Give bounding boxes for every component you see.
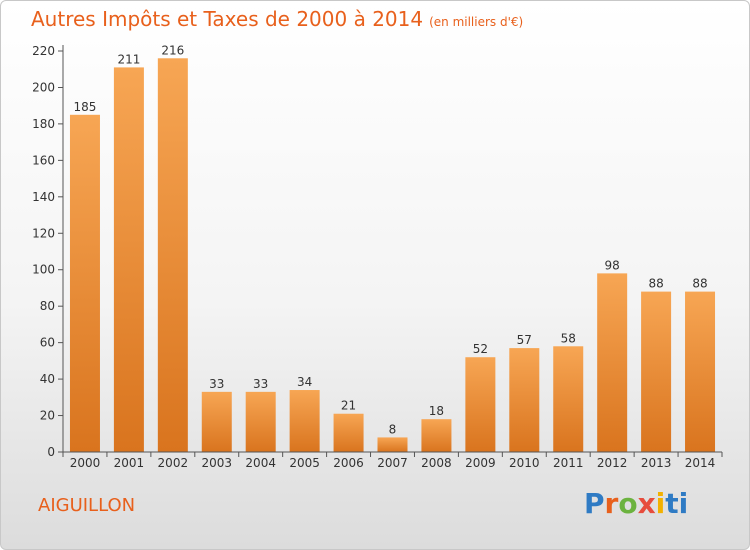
y-tick-label: 220 — [32, 44, 55, 58]
x-tick-label: 2005 — [289, 456, 320, 470]
x-tick-label: 2009 — [465, 456, 496, 470]
bar — [245, 391, 276, 452]
y-tick-label: 40 — [40, 372, 55, 386]
x-tick-label: 2010 — [509, 456, 540, 470]
x-tick-label: 2013 — [641, 456, 672, 470]
proxiti-logo: Proxiti — [584, 487, 688, 520]
data-label: 57 — [517, 333, 532, 347]
bar — [377, 437, 408, 452]
x-tick-label: 2002 — [158, 456, 189, 470]
bars: 185 211 216 33 33 34 21 8 18 52 57 58 98 88 88 — [69, 43, 716, 453]
x-tick-label: 2008 — [421, 456, 452, 470]
data-label: 52 — [473, 342, 488, 356]
y-tick-label: 180 — [32, 117, 55, 131]
data-label: 88 — [692, 277, 707, 291]
y-axis: 0 20 40 60 80 100 120 140 160 180 200 220 — [32, 44, 64, 459]
data-label: 98 — [605, 258, 620, 272]
x-tick-label: 2001 — [114, 456, 145, 470]
x-tick-label: 2014 — [685, 456, 716, 470]
logo-letter: x — [637, 487, 656, 520]
town-name: AIGUILLON — [38, 495, 136, 516]
y-tick-label: 60 — [40, 336, 55, 350]
x-tick-label: 2012 — [597, 456, 628, 470]
bar — [465, 357, 496, 452]
bar — [641, 291, 672, 452]
bar — [597, 273, 628, 452]
logo-letter: ti — [665, 487, 689, 520]
data-label: 88 — [648, 277, 663, 291]
chart-subtitle: (en milliers d'€) — [429, 15, 524, 29]
x-tick-label: 2011 — [553, 456, 584, 470]
y-tick-label: 160 — [32, 153, 55, 167]
y-tick-label: 80 — [40, 299, 55, 313]
logo-letter: r — [604, 487, 619, 520]
bar — [113, 67, 144, 453]
logo-letter: o — [618, 487, 638, 520]
data-label: 216 — [161, 43, 184, 57]
data-label: 21 — [341, 399, 356, 413]
bar — [509, 348, 540, 452]
bar — [685, 291, 716, 452]
logo-letter: P — [584, 487, 605, 520]
bar — [201, 391, 232, 452]
y-tick-label: 120 — [32, 226, 55, 240]
data-label: 211 — [117, 52, 140, 66]
data-label: 185 — [74, 100, 97, 114]
x-tick-label: 2006 — [333, 456, 364, 470]
x-tick-label: 2004 — [245, 456, 276, 470]
y-tick-label: 140 — [32, 190, 55, 204]
y-tick-label: 200 — [32, 80, 55, 94]
logo-letter: i — [655, 487, 666, 520]
data-label: 8 — [389, 422, 397, 436]
bar — [553, 346, 584, 452]
bar — [157, 58, 188, 453]
bar — [289, 390, 320, 452]
x-tick-label: 2007 — [377, 456, 408, 470]
chart-title: Autres Impôts et Taxes de 2000 à 2014 (en… — [31, 7, 523, 31]
x-tick-label: 2003 — [201, 456, 232, 470]
x-tick-label: 2000 — [70, 456, 101, 470]
data-label: 33 — [209, 377, 224, 391]
bar — [69, 114, 100, 452]
data-label: 58 — [561, 331, 576, 345]
chart-title-text: Autres Impôts et Taxes de 2000 à 2014 — [31, 7, 424, 31]
y-tick-label: 20 — [40, 409, 55, 423]
y-tick-label: 0 — [47, 445, 55, 459]
data-label: 18 — [429, 404, 444, 418]
y-tick-label: 100 — [32, 263, 55, 277]
data-label: 34 — [297, 375, 312, 389]
bar — [421, 419, 452, 452]
bar — [333, 413, 364, 452]
x-axis: 2000 2001 2002 2003 2004 2005 2006 2007 2008 2009… — [62, 451, 723, 470]
data-label: 33 — [253, 377, 268, 391]
